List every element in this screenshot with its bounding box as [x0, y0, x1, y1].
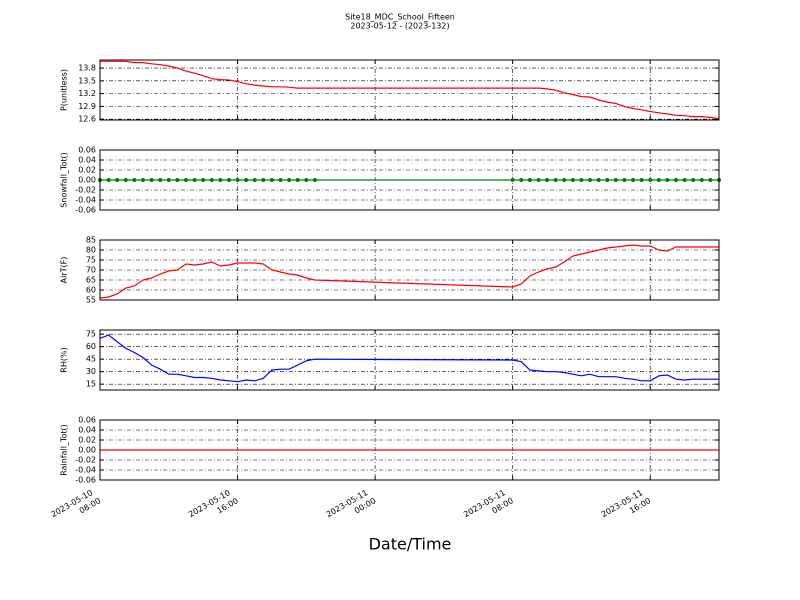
data-point: [209, 178, 214, 182]
y-tick-label: 0.00: [78, 446, 96, 455]
data-point: [261, 178, 266, 182]
y-tick-label: -0.06: [75, 476, 96, 485]
y-tick-label: -0.04: [75, 196, 96, 205]
data-point: [588, 178, 593, 182]
data-point: [674, 178, 679, 182]
data-point: [252, 178, 257, 182]
chart-title: Site18_MDC_School_Fifteen: [345, 13, 455, 22]
data-point: [545, 178, 550, 182]
data-point: [287, 178, 292, 182]
data-point: [656, 178, 661, 182]
data-point: [175, 178, 180, 182]
y-axis-label: Rainfall_Tot(): [60, 424, 69, 476]
data-point: [613, 178, 618, 182]
data-point: [691, 178, 696, 182]
data-point: [201, 178, 206, 182]
plot-frame: [99, 419, 720, 481]
x-axis-label: Date/Time: [369, 535, 452, 554]
y-tick-label: -0.02: [75, 186, 96, 195]
y-tick-label: 65: [86, 276, 96, 285]
data-point: [562, 178, 567, 182]
data-point: [682, 178, 687, 182]
y-tick-label: 75: [86, 330, 96, 339]
data-point: [278, 178, 283, 182]
data-point: [226, 178, 231, 182]
data-point: [570, 178, 575, 182]
y-tick-label: 13.2: [78, 89, 96, 98]
y-axis-label: AirT(F): [60, 257, 69, 284]
data-point: [140, 178, 145, 182]
data-point: [312, 178, 317, 182]
data-line: [99, 334, 719, 383]
data-point: [269, 178, 274, 182]
data-point: [123, 178, 128, 182]
y-tick-label: 12.9: [78, 102, 96, 111]
data-point: [192, 178, 197, 182]
y-tick-label: 0.04: [78, 426, 96, 435]
plot-frame: [99, 239, 720, 301]
y-tick-label: 0.06: [78, 146, 96, 155]
data-point: [218, 178, 223, 182]
y-tick-label: 85: [86, 236, 96, 245]
data-point: [295, 178, 300, 182]
y-tick-label: 60: [86, 342, 96, 351]
y-tick-label: 45: [86, 355, 96, 364]
y-tick-label: 12.6: [78, 115, 96, 124]
data-point: [510, 178, 515, 182]
y-tick-label: -0.04: [75, 466, 96, 475]
y-tick-label: 75: [86, 256, 96, 265]
y-tick-label: 60: [86, 286, 96, 295]
data-point: [648, 178, 653, 182]
data-point: [553, 178, 558, 182]
data-point: [106, 178, 111, 182]
plot-frame: [99, 149, 720, 211]
y-tick-label: 70: [86, 266, 96, 275]
y-axis-label: RH(%): [60, 347, 69, 372]
plot-frame: [99, 59, 720, 121]
data-point: [527, 178, 532, 182]
y-tick-label: 0.02: [78, 166, 96, 175]
data-point: [708, 178, 713, 182]
data-point: [115, 178, 120, 182]
data-point: [149, 178, 154, 182]
y-tick-label: 0.04: [78, 156, 96, 165]
y-tick-label: 13.5: [78, 76, 96, 85]
data-point: [244, 178, 249, 182]
data-point: [132, 178, 137, 182]
y-tick-label: 30: [86, 367, 96, 376]
y-tick-label: 80: [86, 246, 96, 255]
data-point: [183, 178, 188, 182]
y-tick-label: -0.02: [75, 456, 96, 465]
data-point: [596, 178, 601, 182]
data-point: [235, 178, 240, 182]
data-point: [665, 178, 670, 182]
y-tick-label: 0.06: [78, 416, 96, 425]
data-point: [579, 178, 584, 182]
data-point: [304, 178, 309, 182]
data-point: [519, 178, 524, 182]
data-point: [158, 178, 163, 182]
data-point: [166, 178, 171, 182]
data-point: [699, 178, 704, 182]
chart-subtitle: 2023-05-12 - (2023-132): [350, 22, 449, 31]
data-point: [605, 178, 610, 182]
y-axis-label: P(unitless): [60, 69, 69, 111]
y-tick-label: 15: [86, 380, 96, 389]
y-tick-label: 55: [86, 296, 96, 305]
y-tick-label: 13.8: [78, 64, 96, 73]
data-point: [631, 178, 636, 182]
y-axis-label: Snowfall_Tot(): [60, 152, 69, 208]
data-point: [622, 178, 627, 182]
y-tick-label: 0.02: [78, 436, 96, 445]
data-line: [100, 60, 720, 120]
data-point: [536, 178, 541, 182]
data-line: [99, 244, 719, 299]
plot-frame: [99, 329, 720, 391]
y-tick-label: -0.06: [75, 206, 96, 215]
data-point: [639, 178, 644, 182]
y-tick-label: 0.00: [78, 176, 96, 185]
